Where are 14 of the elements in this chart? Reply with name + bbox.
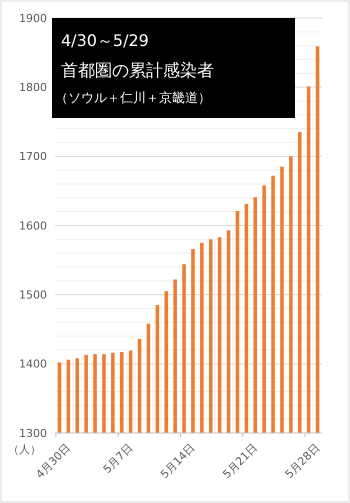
y-tick-label: 1700 [19, 150, 47, 164]
y-tick-label: 1800 [19, 81, 47, 94]
x-tick-label: 5月21日 [220, 441, 260, 481]
text: （ソウル＋仁川＋京畿道） [55, 91, 211, 106]
y-tick-label: 1300 [19, 426, 47, 440]
x-tick-label: 5月28日 [282, 441, 322, 481]
x-tick-label: 5月7日 [100, 441, 136, 476]
x-tick-label: 5月14日 [158, 441, 198, 481]
y-tick-label: 1400 [19, 358, 47, 371]
y-tick-label: 1500 [19, 288, 47, 302]
y-tick-label: 1900 [19, 12, 47, 25]
y-tick-label: 1600 [19, 219, 47, 232]
annotation: 4/30～5/29 [61, 31, 149, 50]
text: 首都圏の累計感染者 [61, 61, 214, 81]
